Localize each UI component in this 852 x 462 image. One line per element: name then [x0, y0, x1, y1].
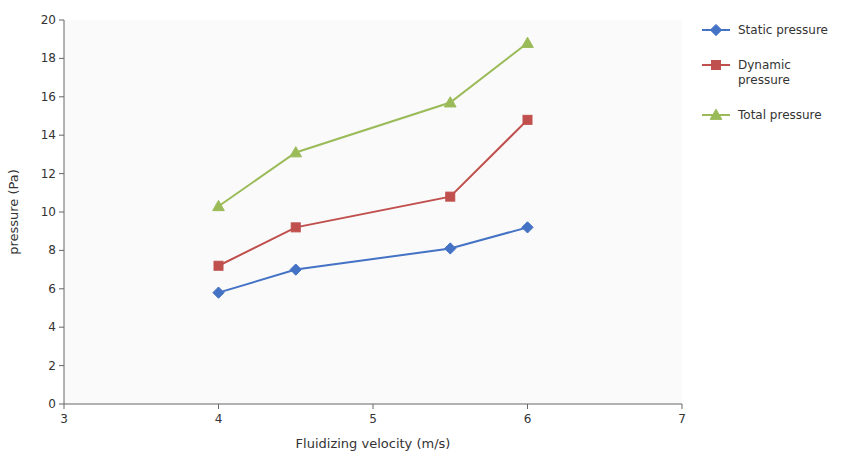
x-tick-label: 6 [524, 412, 532, 426]
y-tick [59, 404, 64, 405]
y-tick [59, 135, 64, 136]
x-tick [218, 404, 219, 409]
y-tick-label: 6 [48, 282, 56, 296]
plot-background [64, 20, 682, 404]
y-tick-label: 12 [41, 167, 56, 181]
chart-svg: 3 4 5 6 7 0 2 4 6 8 10 12 14 16 18 20 Fluidizing velocit… [0, 0, 852, 462]
legend-label-line: Total pressure [737, 108, 822, 122]
x-axis-label: Fluidizing velocity (m/s) [296, 436, 451, 451]
legend-item: Static pressure [702, 23, 828, 37]
data-point [523, 115, 532, 124]
legend-label: Dynamicpressure [738, 58, 791, 87]
x-tick [527, 404, 528, 409]
y-tick [59, 173, 64, 174]
series [213, 222, 533, 299]
y-tick [59, 58, 64, 59]
y-axis-label: pressure (Pa) [6, 169, 21, 255]
legend-label-line: Static pressure [738, 23, 828, 37]
y-tick-label: 4 [48, 320, 56, 334]
y-tick [59, 212, 64, 213]
y-tick [59, 250, 64, 251]
data-point [290, 264, 301, 275]
legend-label-line: Dynamic [738, 58, 791, 72]
series-line [219, 227, 528, 292]
series-line [219, 120, 528, 266]
data-point [291, 223, 300, 232]
data-point [214, 261, 223, 270]
x-tick [682, 404, 683, 409]
y-tick [59, 365, 64, 366]
data-point [290, 147, 302, 157]
y-tick-label: 0 [48, 397, 56, 411]
y-tick-label: 18 [41, 51, 56, 65]
legend-label: Static pressure [738, 23, 828, 37]
series-line [219, 43, 528, 206]
x-tick [373, 404, 374, 409]
legend-swatch-marker [712, 61, 721, 70]
data-point [522, 222, 533, 233]
x-tick [64, 404, 65, 409]
legend-swatch-marker [710, 24, 721, 35]
y-tick [59, 327, 64, 328]
data-point [445, 243, 456, 254]
data-point [446, 192, 455, 201]
legend-label: Total pressure [737, 108, 822, 122]
series [214, 115, 532, 270]
y-tick-label: 8 [48, 243, 56, 257]
series [213, 37, 534, 210]
data-point [213, 287, 224, 298]
x-tick-label: 3 [60, 412, 68, 426]
y-tick [59, 288, 64, 289]
legend-label-line: pressure [738, 73, 790, 87]
y-tick-label: 2 [48, 359, 56, 373]
y-tick-label: 10 [41, 205, 56, 219]
legend-swatch-marker [710, 109, 722, 119]
plot-area [213, 37, 534, 298]
legend-item: Total pressure [702, 108, 822, 122]
y-tick [59, 96, 64, 97]
x-tick-label: 5 [369, 412, 377, 426]
legend-item: Dynamicpressure [702, 58, 791, 87]
legend: Static pressure Dynamicpressure Total pres… [702, 23, 828, 122]
y-tick-label: 14 [41, 128, 56, 142]
data-point [213, 200, 225, 210]
y-tick [59, 20, 64, 21]
data-point [522, 37, 534, 47]
x-tick-label: 4 [215, 412, 223, 426]
y-tick-label: 16 [41, 90, 56, 104]
x-tick-label: 7 [678, 412, 686, 426]
y-tick-label: 20 [41, 13, 56, 27]
chart-container: 3 4 5 6 7 0 2 4 6 8 10 12 14 16 18 20 Fluidizing velocit… [0, 0, 852, 462]
data-point [444, 97, 456, 107]
